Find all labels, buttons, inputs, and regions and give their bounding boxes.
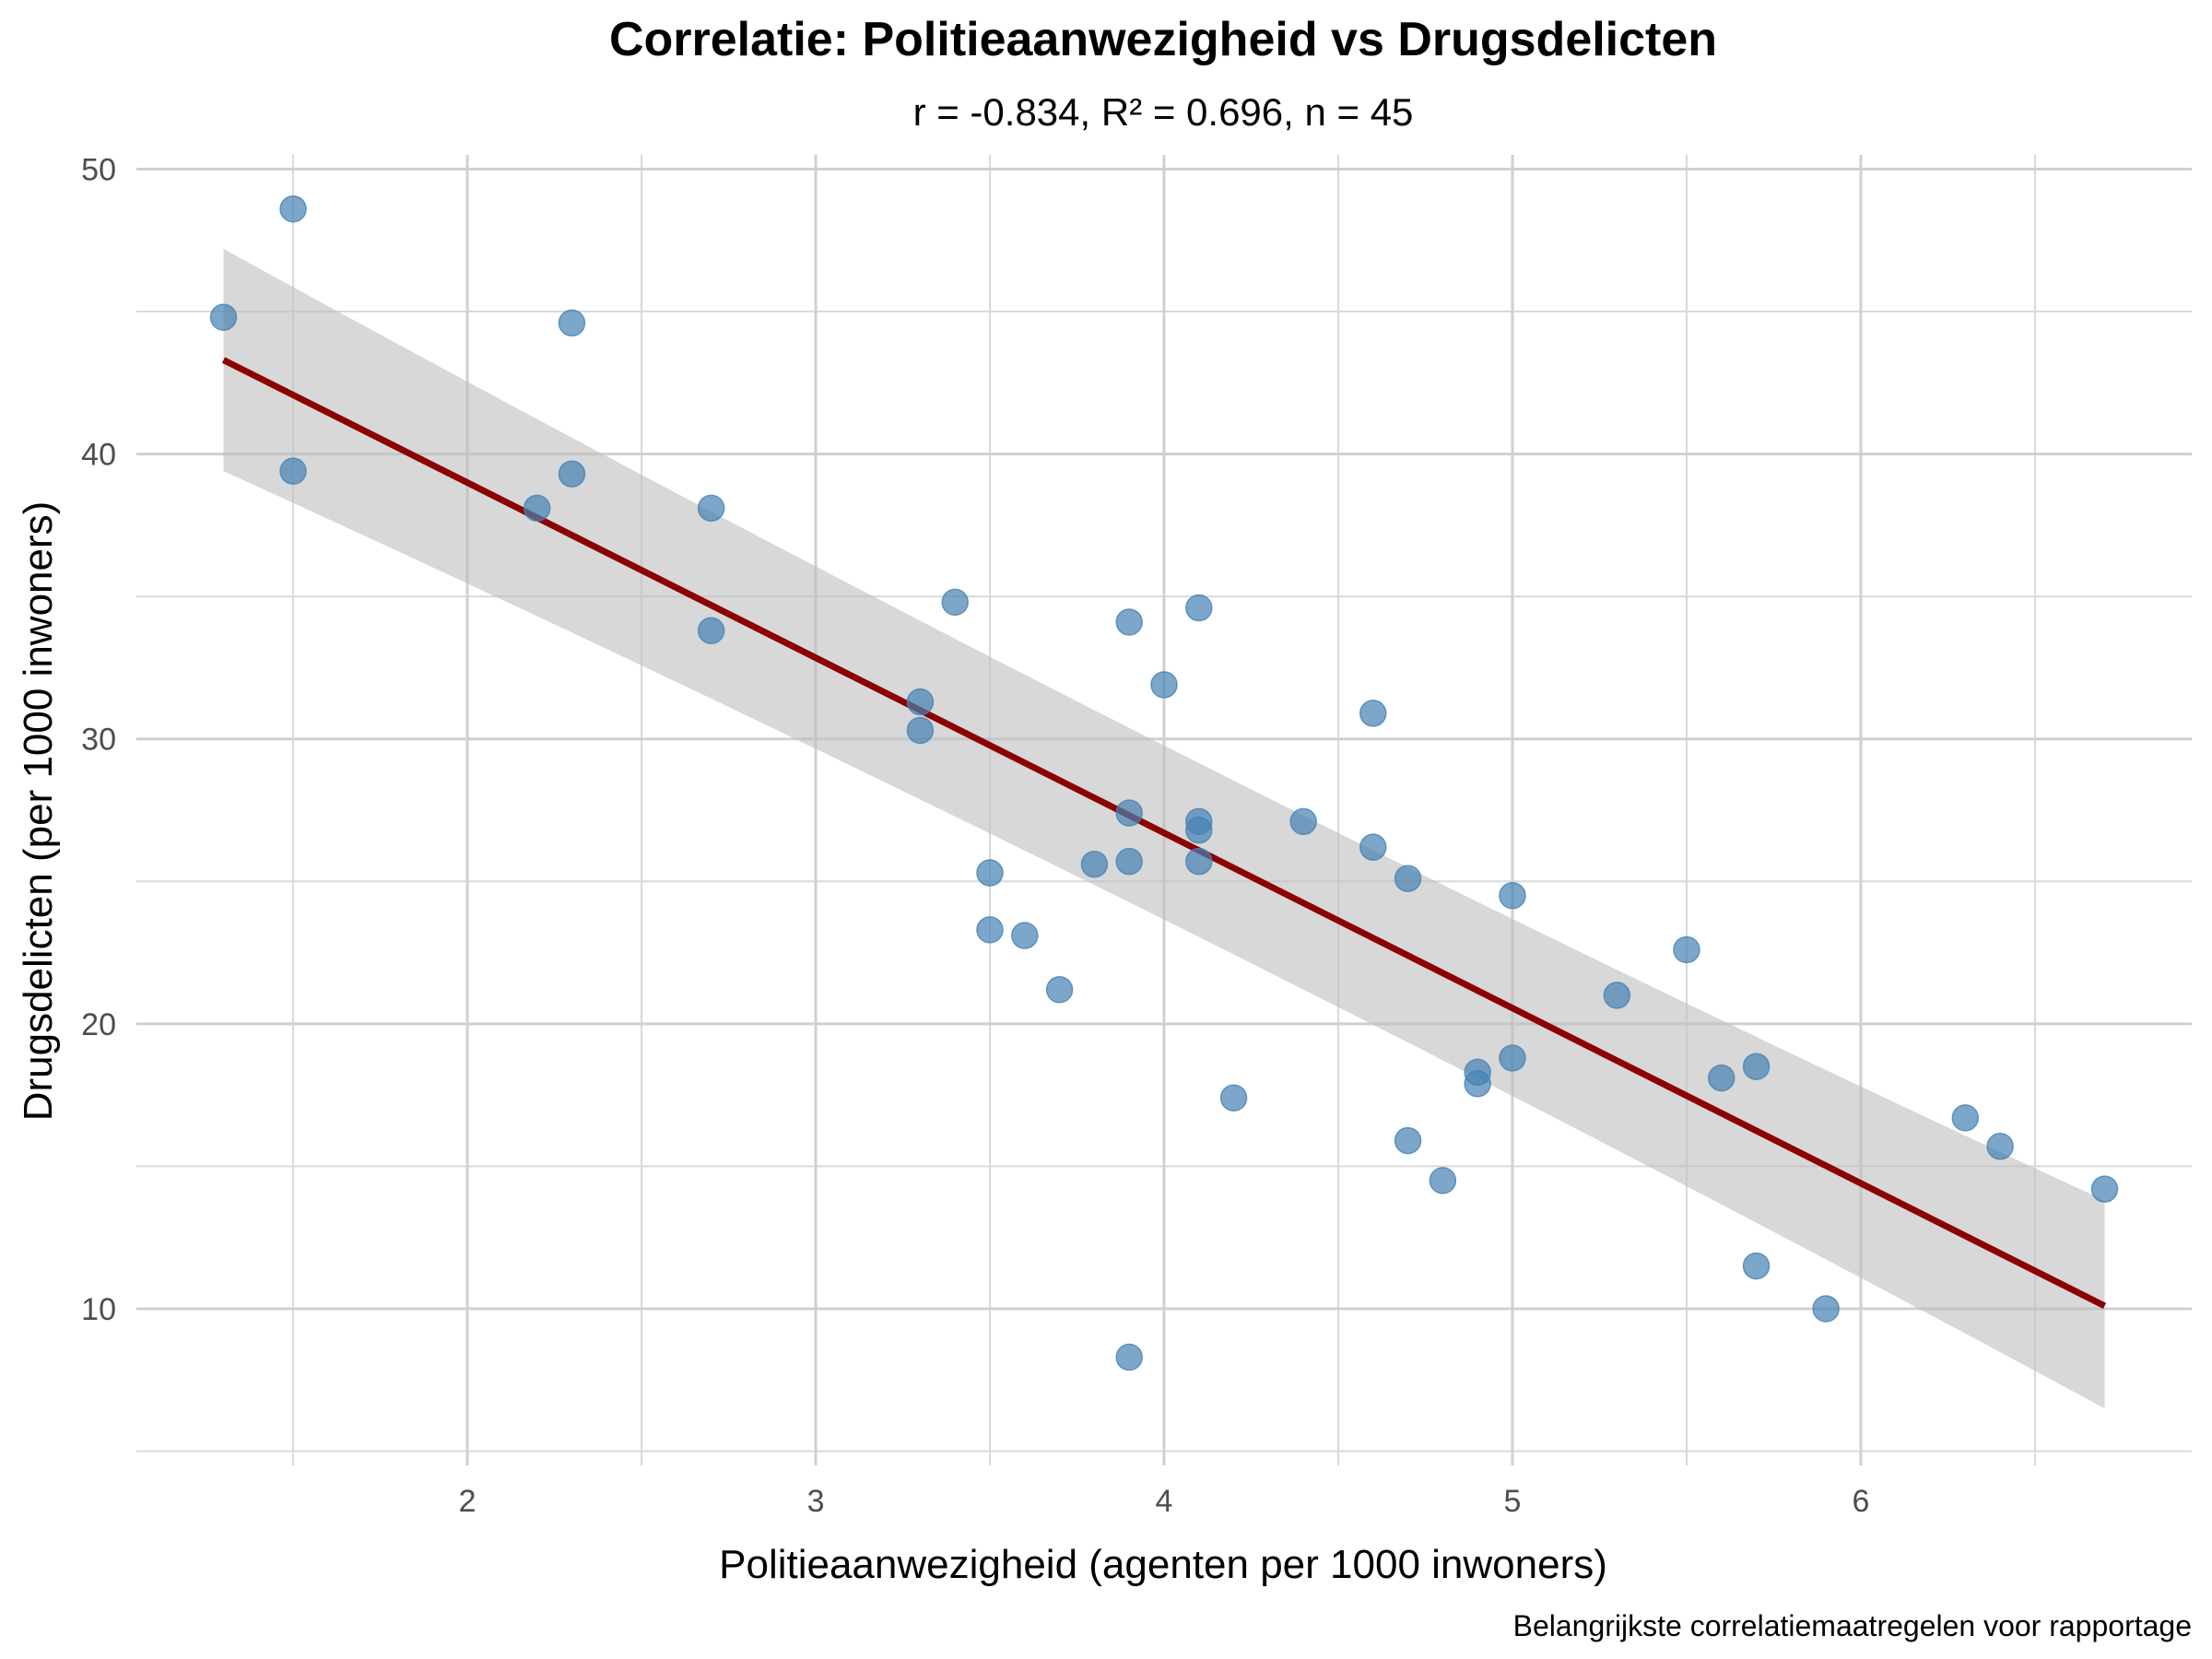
y-tick-label: 50 (81, 152, 116, 187)
data-point (1080, 850, 1109, 878)
data-point (1289, 807, 1317, 836)
data-point (279, 194, 307, 223)
data-point (1185, 847, 1213, 876)
data-point (697, 617, 725, 644)
data-point (1011, 922, 1039, 949)
y-tick-label: 20 (81, 1007, 116, 1042)
data-point (1115, 799, 1143, 827)
data-point (1185, 594, 1213, 622)
data-point (1115, 847, 1143, 876)
confidence-band (223, 249, 2105, 1409)
x-tick-label: 2 (459, 1484, 477, 1519)
chart-title: Correlatie: Politieaanwezigheid vs Drugs… (609, 13, 1717, 66)
data-point (2090, 1175, 2119, 1203)
data-point (906, 716, 935, 745)
data-point (1045, 976, 1074, 1004)
x-tick-label: 6 (1852, 1484, 1869, 1519)
data-point (1464, 1070, 1491, 1098)
confidence-band-layer (223, 249, 2105, 1409)
data-point (279, 457, 307, 485)
data-point (1673, 935, 1700, 964)
data-point (1499, 881, 1526, 910)
data-point (558, 460, 586, 488)
data-point (1603, 982, 1631, 1009)
y-axis-title: Drugsdelicten (per 1000 inwoners) (16, 501, 61, 1122)
data-point (1115, 1343, 1143, 1371)
data-point (209, 303, 238, 331)
data-point (1986, 1133, 2014, 1160)
y-tick-label: 10 (81, 1292, 116, 1327)
data-point (1707, 1064, 1735, 1092)
x-tick-label: 3 (807, 1484, 825, 1519)
chart-subtitle: r = -0.834, R² = 0.696, n = 45 (913, 90, 1414, 134)
data-point (1359, 833, 1387, 861)
data-point (1150, 671, 1178, 699)
data-point (1394, 865, 1422, 892)
data-point (697, 494, 725, 523)
tick-labels: 2 3 4 5 6 10 20 30 40 50 (81, 152, 1869, 1519)
x-tick-label: 5 (1504, 1484, 1522, 1519)
data-point (1499, 1044, 1526, 1072)
data-points (209, 194, 2119, 1371)
chart-caption: Belangrijkste correlatiemaatregelen voor… (1513, 1609, 2192, 1642)
y-tick-label: 40 (81, 438, 116, 473)
data-point (1115, 608, 1143, 636)
y-tick-label: 30 (81, 723, 116, 758)
data-point (1812, 1295, 1840, 1323)
data-point (523, 494, 551, 523)
data-point (1185, 816, 1213, 844)
data-point (906, 688, 935, 716)
data-point (976, 859, 1004, 887)
data-point (976, 916, 1004, 944)
x-axis-title: Politieaanwezigheid (agenten per 1000 in… (719, 1542, 1607, 1587)
data-point (1219, 1084, 1248, 1112)
data-point (1429, 1167, 1457, 1194)
data-point (1742, 1252, 1771, 1280)
data-point (1951, 1104, 1980, 1132)
data-point (1359, 700, 1387, 727)
data-point (1742, 1053, 1771, 1080)
data-point (941, 588, 969, 617)
data-point (1394, 1126, 1422, 1155)
data-point (558, 309, 586, 337)
x-tick-label: 4 (1156, 1484, 1173, 1519)
